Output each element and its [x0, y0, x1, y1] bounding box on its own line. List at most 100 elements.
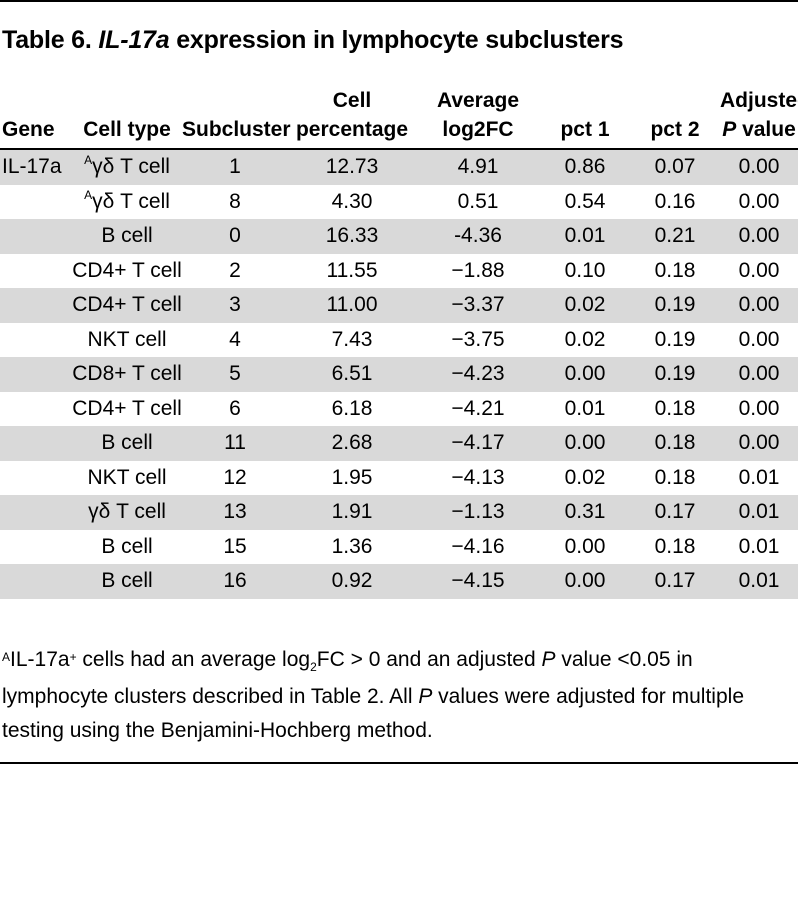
cell-cell-pct: 1.91 [288, 495, 416, 530]
cell-pct1: 0.00 [540, 426, 630, 461]
cell-adj: 0.00 [738, 396, 780, 420]
cell-adj: 0.00 [738, 189, 780, 213]
cell-avg: -4.36 [416, 219, 540, 254]
cell-pct1: 0.86 [540, 149, 630, 185]
cell-subcluster: 15 [223, 534, 247, 558]
cell-gene [0, 461, 72, 496]
cell-pct2: 0.18 [654, 258, 696, 282]
cell-pct2: 0.17 [630, 564, 720, 599]
table-row: B cell 16 0.92 −4.15 0.00 0.17 0.01 [0, 564, 798, 599]
cell-cell-pct: 12.73 [288, 149, 416, 185]
header-pct2: pct 2 [630, 86, 720, 150]
cell-cell-pct: 11.00 [288, 288, 416, 323]
cell-gene [0, 254, 72, 289]
top-rule [0, 0, 798, 2]
cell-pct2: 0.19 [630, 288, 720, 323]
table-title-label: Table 6. [2, 26, 92, 54]
cell-gene [0, 530, 72, 565]
table-row: CD4+ T cell 2 11.55 −1.88 0.10 0.18 0.00 [0, 254, 798, 289]
header-pct1: pct 1 [540, 86, 630, 150]
table-row: γδ T cell 13 1.91 −1.13 0.31 0.17 0.01 [0, 495, 798, 530]
cell-pct1: 0.00 [564, 534, 606, 558]
cell-pct1: 0.02 [564, 465, 606, 489]
cell-pct2: 0.17 [630, 495, 720, 530]
cell-gene [0, 495, 72, 530]
table-row: B cell 0 16.33 -4.36 0.01 0.21 0.00 [0, 219, 798, 254]
cell-pct2: 0.18 [654, 534, 696, 558]
cell-gene [0, 323, 72, 358]
cell-pct2: 0.18 [654, 396, 696, 420]
cell-cell-pct: 0.92 [288, 564, 416, 599]
header-average-log2fc: Average log2FC [416, 86, 540, 150]
cell-subcluster: 5 [182, 357, 288, 392]
cell-pct2: 0.19 [630, 357, 720, 392]
table-row: B cell 15 1.36 −4.16 0.00 0.18 0.01 [0, 530, 798, 565]
cell-adj: 0.01 [720, 495, 798, 530]
cell-pct1: 0.00 [540, 564, 630, 599]
cell-subcluster: 6 [229, 396, 241, 420]
cell-cell-type: CD8+ T cell [72, 357, 182, 392]
cell-avg: −3.75 [451, 327, 505, 351]
cell-cell-type: NKT cell [87, 465, 167, 489]
header-subcluster: Subcluster [182, 86, 291, 150]
cell-subcluster: 4 [229, 327, 241, 351]
cell-pct1: 0.01 [540, 219, 630, 254]
cell-gene: IL-17a [0, 149, 72, 185]
cell-pct1: 0.01 [564, 396, 606, 420]
cell-gene [0, 392, 72, 427]
header-gene: Gene [0, 86, 72, 150]
table-row: NKT cell 12 1.95 −4.13 0.02 0.18 0.01 [0, 461, 798, 496]
cell-subcluster: 0 [182, 219, 288, 254]
cell-cell-pct: 6.18 [331, 396, 373, 420]
cell-avg: −4.15 [416, 564, 540, 599]
cell-avg: −4.16 [451, 534, 505, 558]
cell-adj: 0.00 [720, 357, 798, 392]
table-row: B cell 11 2.68 −4.17 0.00 0.18 0.00 [0, 426, 798, 461]
cell-avg: 4.91 [416, 149, 540, 185]
table-row: Aγδ T cell 8 4.30 0.51 0.54 0.16 0.00 [0, 185, 798, 220]
cell-pct2: 0.18 [654, 465, 696, 489]
cell-subcluster: 13 [182, 495, 288, 530]
cell-pct2: 0.18 [630, 426, 720, 461]
cell-avg: 0.51 [457, 189, 499, 213]
cell-cell-type: Aγδ T cell [84, 187, 170, 213]
cell-adj: 0.00 [738, 327, 780, 351]
cell-subcluster: 2 [229, 258, 241, 282]
cell-cell-pct: 1.36 [331, 534, 373, 558]
cell-cell-type: B cell [101, 534, 153, 558]
table-title-rest: expression in lymphocyte subclusters [176, 26, 624, 54]
cell-avg: −4.21 [451, 396, 505, 420]
cell-pct1: 0.54 [564, 189, 606, 213]
cell-cell-type: Aγδ T cell [72, 149, 182, 185]
cell-gene [0, 564, 72, 599]
cell-pct2: 0.07 [630, 149, 720, 185]
table-title-gene: IL-17a [98, 26, 170, 54]
table-row: NKT cell 4 7.43 −3.75 0.02 0.19 0.00 [0, 323, 798, 358]
cell-cell-pct: 7.43 [331, 327, 373, 351]
cell-pct1: 0.02 [540, 288, 630, 323]
cell-cell-type: γδ T cell [72, 495, 182, 530]
cell-adj: 0.00 [720, 288, 798, 323]
table-row: CD4+ T cell 3 11.00 −3.37 0.02 0.19 0.00 [0, 288, 798, 323]
cell-cell-type: NKT cell [87, 327, 167, 351]
cell-cell-pct: 11.55 [326, 258, 378, 282]
cell-cell-pct: 16.33 [288, 219, 416, 254]
header-row: Gene Cell type Subcluster Cell percentage… [0, 86, 798, 150]
cell-adj: 0.00 [738, 258, 780, 282]
footnote-marker: A [2, 650, 11, 664]
table-footnote: AIL-17a+ cells had an average log2FC > 0… [2, 648, 745, 742]
cell-subcluster: 16 [182, 564, 288, 599]
cell-adj: 0.01 [738, 465, 780, 489]
cell-pct1: 0.00 [540, 357, 630, 392]
data-table: Gene Cell type Subcluster Cell percentage… [0, 86, 798, 599]
cell-cell-type: CD4+ T cell [72, 396, 182, 420]
cell-cell-type: CD4+ T cell [72, 288, 182, 323]
cell-gene [0, 185, 72, 220]
header-cell-type: Cell type [72, 86, 182, 150]
cell-adj: 0.00 [720, 426, 798, 461]
cell-pct2: 0.19 [654, 327, 696, 351]
cell-avg: −3.37 [416, 288, 540, 323]
cell-avg: −4.23 [416, 357, 540, 392]
cell-gene [0, 219, 72, 254]
cell-gene [0, 357, 72, 392]
